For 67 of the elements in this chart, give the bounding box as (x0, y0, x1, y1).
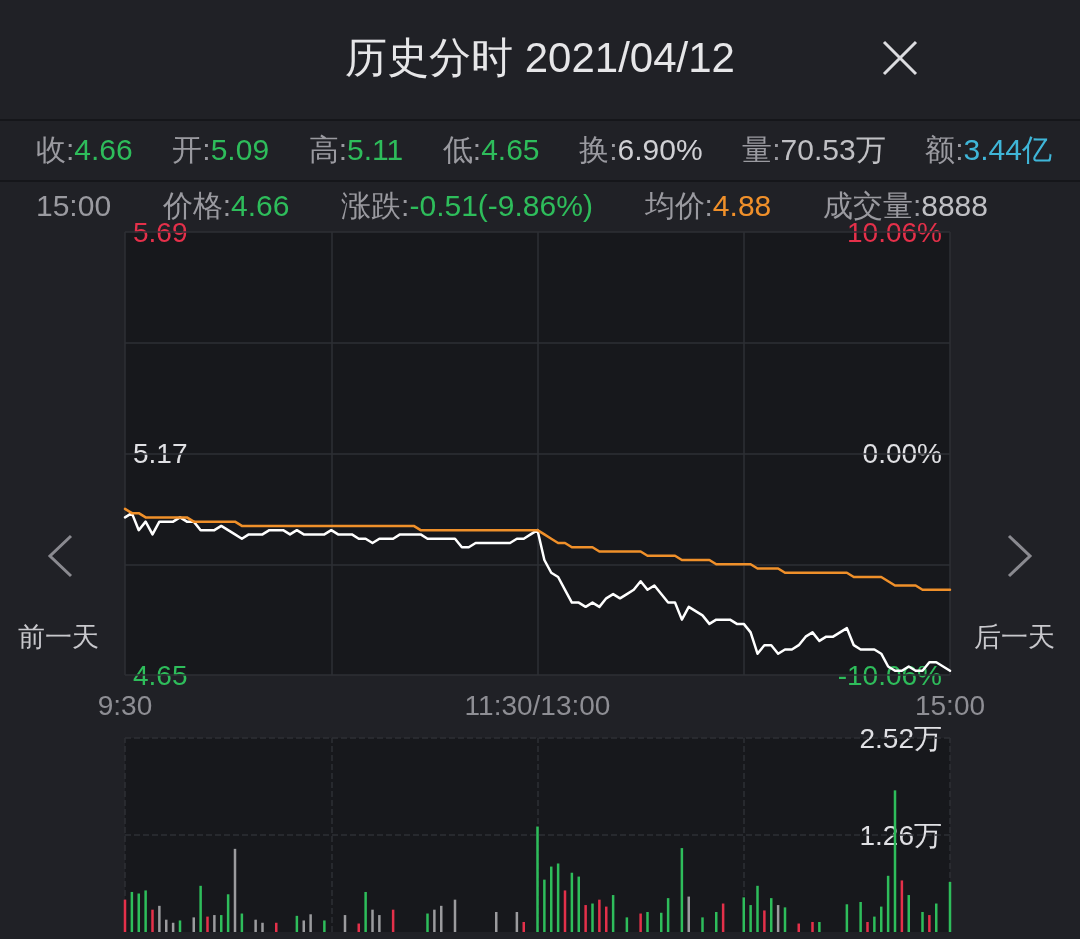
bar (639, 913, 642, 932)
y-tick-label: 5.17 (133, 438, 188, 469)
bar (701, 917, 704, 932)
bar (371, 909, 374, 932)
bar (275, 922, 278, 932)
bar (811, 921, 814, 932)
text: 前一天 (18, 621, 99, 654)
text: 高:5.11 (308, 133, 404, 166)
bar (206, 916, 209, 932)
bar (584, 905, 587, 932)
x-tick-label: 9:30 (97, 689, 153, 721)
x-tick-label: 15:00 (914, 689, 986, 721)
text: 量:70.53万 (742, 133, 886, 166)
bar (928, 915, 931, 932)
x-tick-label: 11:30/13:00 (464, 689, 611, 721)
bar (880, 906, 883, 932)
text: 额:3.44亿 (925, 133, 1052, 166)
bar (440, 905, 443, 932)
text: 收:4.66 (36, 133, 133, 166)
text: 15:00 (36, 189, 112, 222)
bar (495, 911, 498, 932)
bar (921, 911, 924, 932)
bar (591, 903, 594, 932)
bar (426, 913, 429, 932)
bar (859, 901, 862, 932)
bar (660, 912, 663, 932)
text: 成交量:8888 (822, 189, 988, 222)
bar (378, 915, 381, 932)
text: 均价:4.88 (644, 189, 772, 222)
bar (364, 891, 367, 932)
bar (598, 899, 601, 932)
bar (550, 866, 553, 932)
text: 换:6.90% (579, 133, 703, 166)
bar (220, 915, 223, 932)
bar (165, 919, 168, 932)
text: 涨跌:-0.51(-9.86%) (341, 189, 593, 222)
bar (144, 890, 147, 932)
bar (199, 885, 202, 932)
bar (770, 898, 773, 932)
bar (866, 921, 869, 932)
line-series (123, 507, 952, 592)
y2-tick-label: 0.00% (862, 438, 942, 469)
text: 开:5.09 (172, 133, 270, 166)
text: 低:4.65 (442, 133, 540, 166)
y-tick-label: 4.65 (133, 659, 188, 691)
bar (158, 905, 161, 932)
y-tick-label: 2.52万 (859, 722, 942, 754)
bar (935, 903, 938, 932)
bar (873, 916, 876, 932)
chart-title: 历史分时 2021/04/12 (344, 33, 736, 83)
bar (254, 919, 257, 932)
bar (646, 911, 649, 932)
bar (309, 914, 312, 932)
bar (543, 879, 546, 932)
bar (433, 909, 436, 932)
text: 后一天 (974, 621, 1055, 654)
bar (749, 905, 752, 932)
bar (756, 885, 759, 932)
bar (261, 922, 264, 932)
bar (323, 920, 326, 932)
bar (151, 909, 154, 932)
bar (536, 826, 539, 932)
bar (213, 915, 216, 932)
bar (818, 921, 821, 932)
bar (763, 910, 766, 932)
bar (605, 906, 608, 932)
bar (715, 911, 718, 932)
